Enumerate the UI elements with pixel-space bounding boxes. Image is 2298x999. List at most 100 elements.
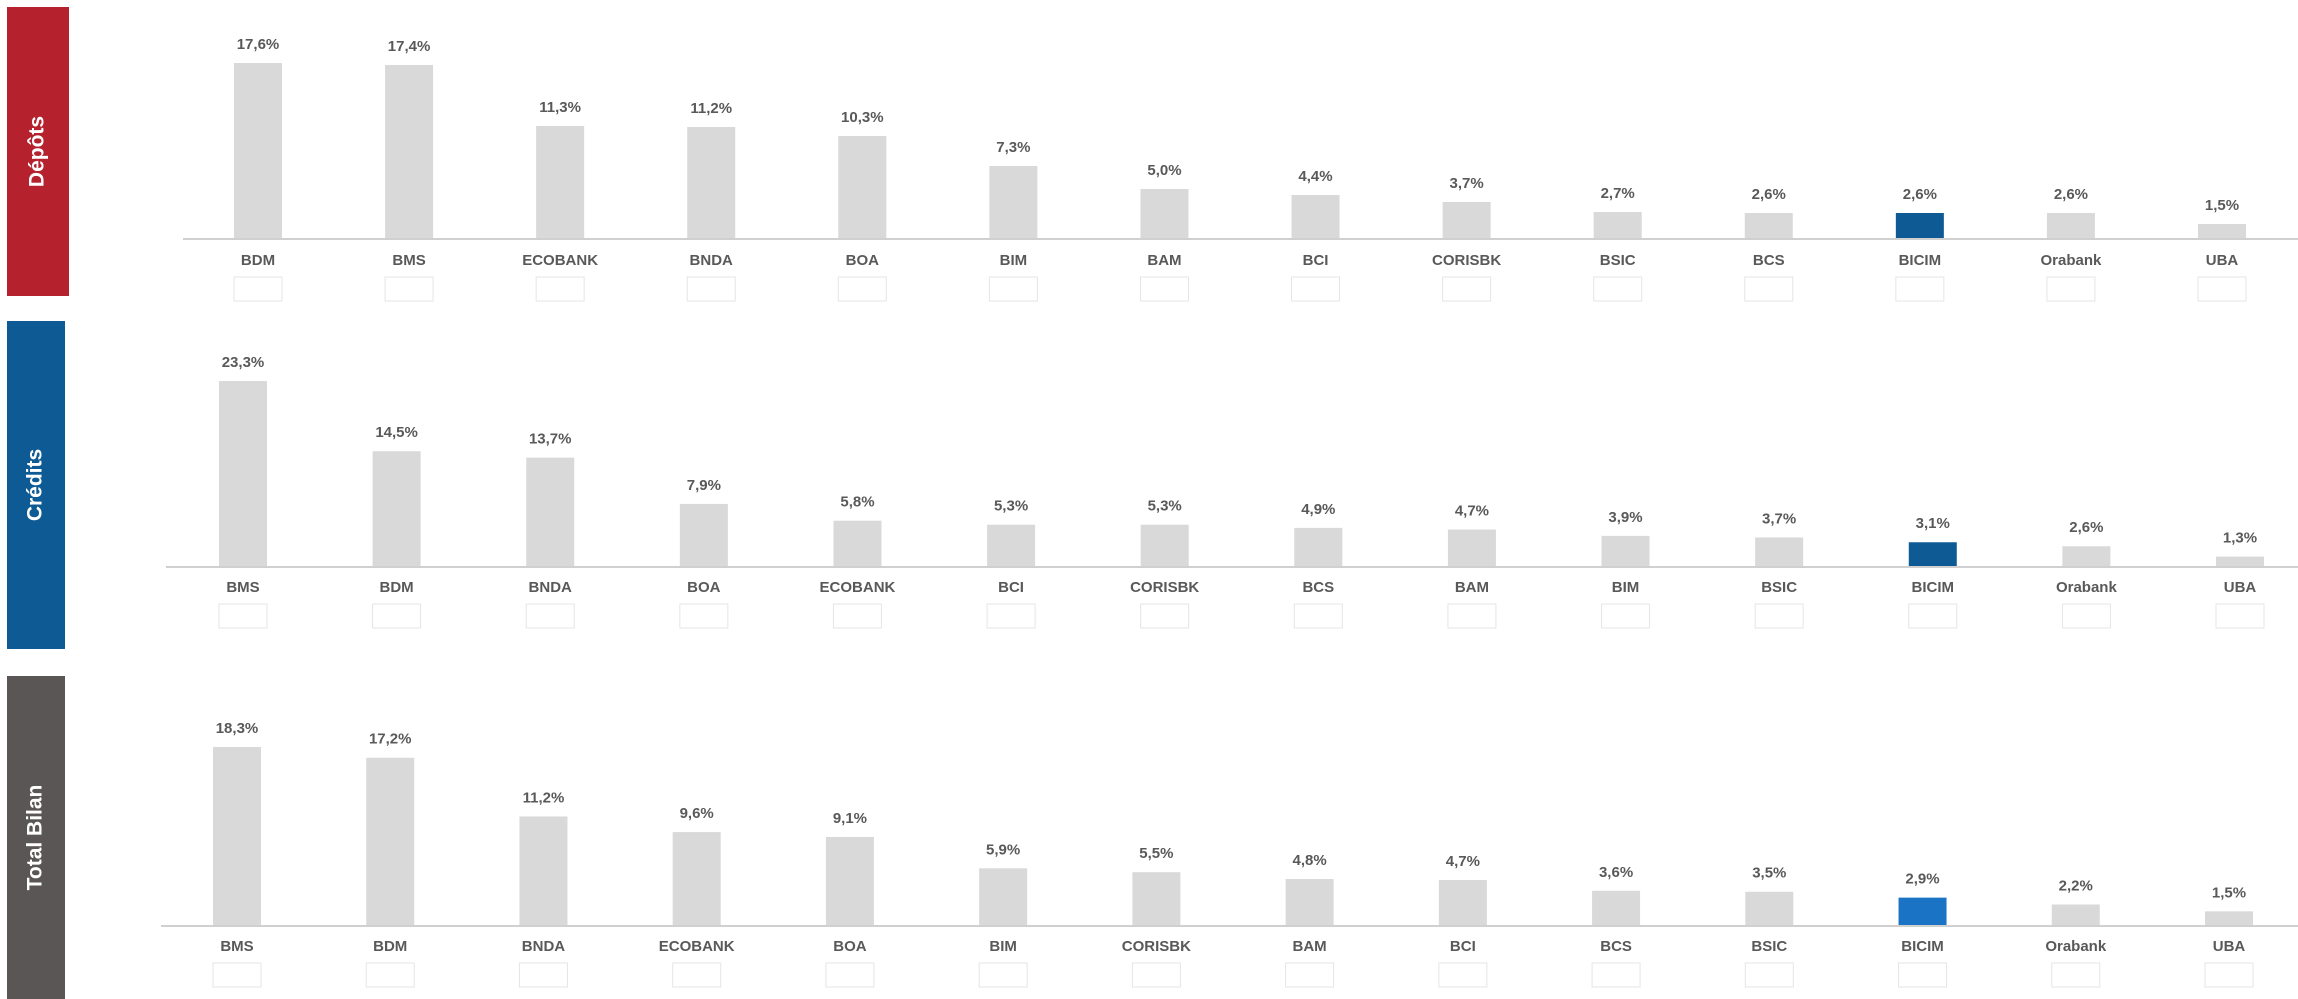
- bar: [825, 836, 874, 926]
- category-label: BSIC: [1751, 938, 1787, 955]
- bar: [234, 63, 282, 239]
- logo: [2215, 603, 2265, 629]
- category-label: BDM: [380, 579, 414, 596]
- logo: [1139, 276, 1189, 302]
- bar: [536, 126, 585, 239]
- bar: [1744, 213, 1793, 239]
- category-label: Orabank: [2045, 938, 2107, 955]
- category-label: BSIC: [1761, 579, 1797, 596]
- logo: [1898, 962, 1948, 988]
- data-label: 14,5%: [375, 424, 418, 441]
- logo: [978, 962, 1028, 988]
- category-label: Orabank: [2056, 579, 2118, 596]
- bar: [838, 136, 887, 239]
- logo: [518, 962, 568, 988]
- bar: [219, 381, 267, 567]
- bar: [1291, 195, 1340, 239]
- data-label: 1,5%: [2212, 884, 2246, 901]
- bar: [1442, 202, 1491, 239]
- category-label: BCI: [1450, 938, 1476, 955]
- category-label: BIM: [1000, 252, 1028, 269]
- bar: [687, 127, 736, 239]
- logo: [1895, 276, 1945, 302]
- data-label: 3,5%: [1752, 865, 1786, 882]
- data-label: 2,6%: [1903, 186, 1937, 203]
- bar: [1447, 529, 1496, 567]
- data-label: 2,2%: [2059, 877, 2093, 894]
- logo: [2046, 276, 2096, 302]
- logo: [837, 276, 887, 302]
- category-label: UBA: [2224, 579, 2257, 596]
- data-label: 5,5%: [1139, 845, 1173, 862]
- category-label: ECOBANK: [820, 579, 896, 596]
- category-label: ECOBANK: [659, 938, 735, 955]
- bar: [1755, 537, 1804, 567]
- category-label: CORISBK: [1122, 938, 1191, 955]
- category-label: UBA: [2213, 938, 2246, 955]
- category-label: BOA: [833, 938, 867, 955]
- category-label: BMS: [392, 252, 425, 269]
- logo: [1447, 603, 1497, 629]
- category-label: BICIM: [1899, 252, 1942, 269]
- logo: [2061, 603, 2111, 629]
- data-label: 5,8%: [840, 494, 874, 511]
- bar: [833, 520, 882, 567]
- data-label: 11,2%: [690, 100, 732, 117]
- bar: [1898, 897, 1947, 926]
- logo: [525, 603, 575, 629]
- logo: [212, 962, 262, 988]
- logo: [1140, 603, 1190, 629]
- bar: [1592, 890, 1641, 926]
- chart-title: Dépôts: [26, 116, 49, 187]
- bar: [1294, 527, 1343, 567]
- data-label: 4,7%: [1455, 502, 1489, 519]
- bar: [1593, 212, 1642, 239]
- side-panel: [7, 321, 65, 649]
- category-label: BNDA: [690, 252, 733, 269]
- logo: [986, 603, 1036, 629]
- category-label: BCI: [1303, 252, 1329, 269]
- logo: [1601, 603, 1651, 629]
- bar: [679, 503, 728, 567]
- category-label: BDM: [241, 252, 275, 269]
- bar: [1132, 872, 1181, 926]
- logo: [825, 962, 875, 988]
- category-label: BSIC: [1600, 252, 1636, 269]
- data-label: 18,3%: [216, 720, 259, 737]
- logo: [832, 603, 882, 629]
- logo: [1285, 962, 1335, 988]
- category-label: BAM: [1147, 252, 1181, 269]
- logo: [1908, 603, 1958, 629]
- data-label: 5,9%: [986, 841, 1020, 858]
- data-label: 13,7%: [529, 431, 572, 448]
- data-label: 3,6%: [1599, 864, 1633, 881]
- bar: [979, 868, 1028, 926]
- data-label: 7,9%: [687, 477, 721, 494]
- bar: [1895, 213, 1944, 239]
- bar: [213, 747, 261, 926]
- data-label: 5,0%: [1147, 162, 1181, 179]
- category-label: UBA: [2206, 252, 2239, 269]
- category-label: BICIM: [1901, 938, 1944, 955]
- category-label: BNDA: [522, 938, 565, 955]
- logo: [679, 603, 729, 629]
- category-label: Orabank: [2040, 252, 2102, 269]
- logo: [672, 962, 722, 988]
- data-label: 3,7%: [1762, 510, 1796, 527]
- chart-title: Crédits: [24, 449, 47, 521]
- bar: [672, 832, 721, 926]
- bar: [2198, 224, 2246, 239]
- category-label: BDM: [373, 938, 407, 955]
- bar: [1285, 879, 1334, 926]
- logo: [1293, 603, 1343, 629]
- category-label: BNDA: [529, 579, 572, 596]
- category-label: BOA: [846, 252, 880, 269]
- category-label: BMS: [226, 579, 259, 596]
- logo: [384, 276, 434, 302]
- data-label: 2,6%: [2054, 186, 2088, 203]
- logo: [535, 276, 585, 302]
- data-label: 4,4%: [1298, 168, 1332, 185]
- data-label: 1,3%: [2223, 530, 2257, 547]
- category-label: BCI: [998, 579, 1024, 596]
- data-label: 5,3%: [994, 498, 1028, 515]
